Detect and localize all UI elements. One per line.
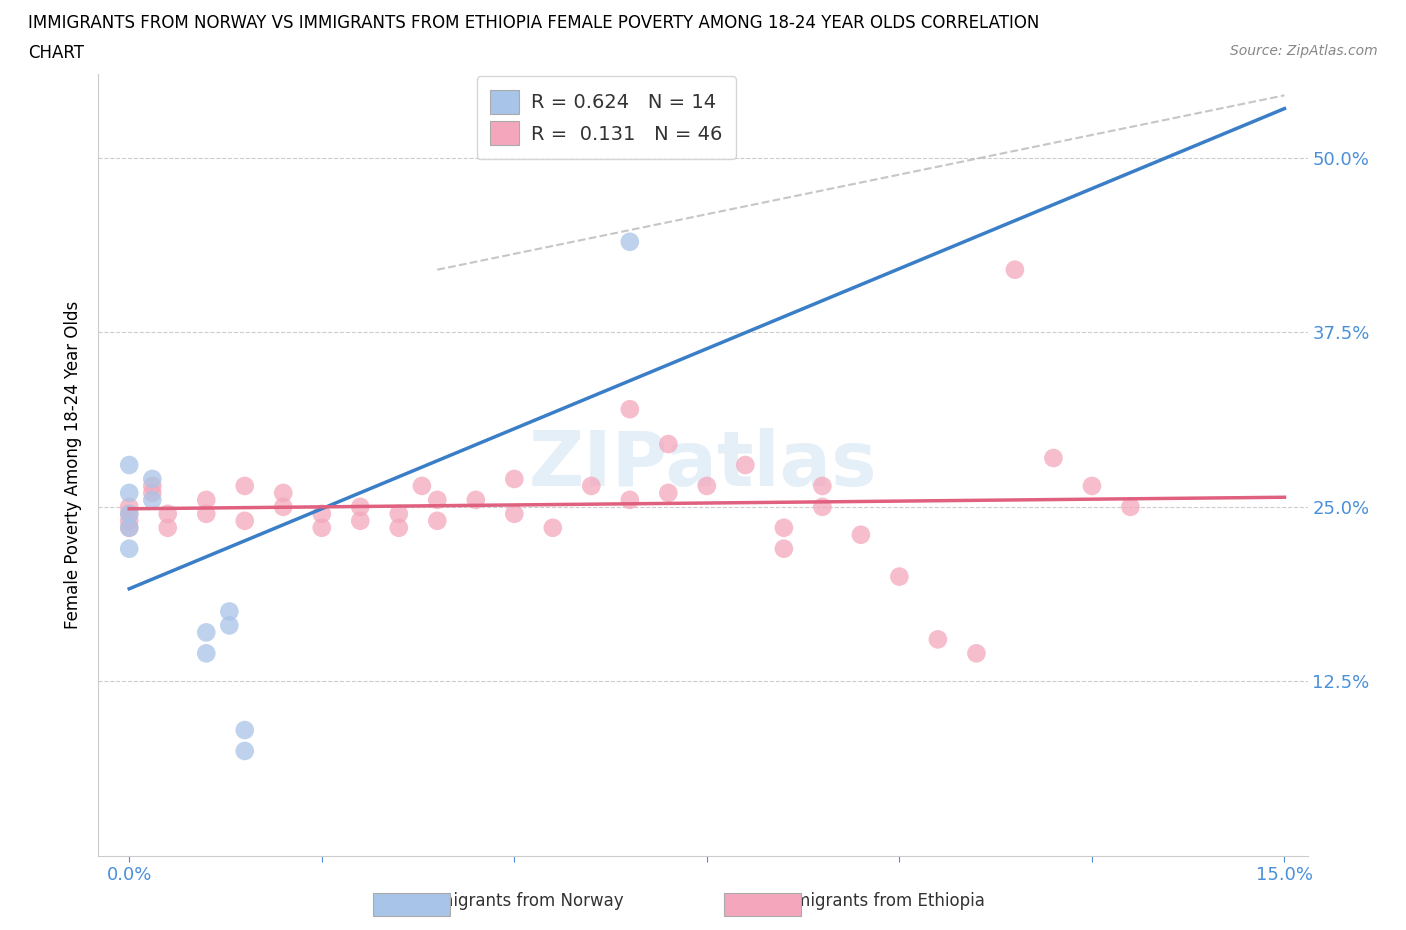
Point [811,499,834,514]
Point [1119,499,1142,514]
Point [464,493,486,508]
Point [811,479,834,494]
Point [218,618,240,633]
Text: IMMIGRANTS FROM NORWAY VS IMMIGRANTS FROM ETHIOPIA FEMALE POVERTY AMONG 18-24 YE: IMMIGRANTS FROM NORWAY VS IMMIGRANTS FRO… [28,14,1039,32]
Point [118,513,141,528]
Point [141,472,163,486]
Point [271,499,294,514]
Point [388,507,411,522]
Point [118,541,141,556]
Point [541,521,564,536]
Text: CHART: CHART [28,44,84,61]
Point [411,479,433,494]
Point [156,521,179,536]
Point [503,507,526,522]
Point [118,507,141,522]
Point [657,437,679,452]
Point [696,479,718,494]
Point [965,646,987,661]
Point [349,499,371,514]
Point [195,493,218,508]
Point [141,493,163,508]
Point [619,234,641,249]
Point [503,472,526,486]
Point [1004,262,1026,277]
Point [218,604,240,619]
Point [388,521,411,536]
Point [1042,451,1064,466]
Legend: R = 0.624   N = 14, R =  0.131   N = 46: R = 0.624 N = 14, R = 0.131 N = 46 [477,76,735,159]
Point [233,723,256,737]
Point [118,521,141,536]
Point [311,507,333,522]
Point [233,513,256,528]
Point [657,485,679,500]
Point [773,541,796,556]
Y-axis label: Female Poverty Among 18-24 Year Olds: Female Poverty Among 18-24 Year Olds [65,301,83,629]
Point [311,521,333,536]
Point [118,485,141,500]
Point [349,513,371,528]
Point [195,625,218,640]
Point [141,485,163,500]
Point [271,485,294,500]
Point [118,521,141,536]
Point [141,479,163,494]
Point [118,458,141,472]
Point [233,744,256,759]
Point [1081,479,1104,494]
Point [619,493,641,508]
Point [426,513,449,528]
Point [581,479,603,494]
Text: Immigrants from Ethiopia: Immigrants from Ethiopia [773,892,984,910]
Point [118,499,141,514]
Point [734,458,756,472]
Text: Source: ZipAtlas.com: Source: ZipAtlas.com [1230,44,1378,58]
Point [156,507,179,522]
Point [849,527,872,542]
Point [195,507,218,522]
Text: Immigrants from Norway: Immigrants from Norway [416,892,624,910]
Text: ZIPatlas: ZIPatlas [529,428,877,502]
Point [426,493,449,508]
Point [773,521,796,536]
Point [927,632,949,647]
Point [195,646,218,661]
Point [889,569,911,584]
Point [118,507,141,522]
Point [619,402,641,417]
Point [233,479,256,494]
